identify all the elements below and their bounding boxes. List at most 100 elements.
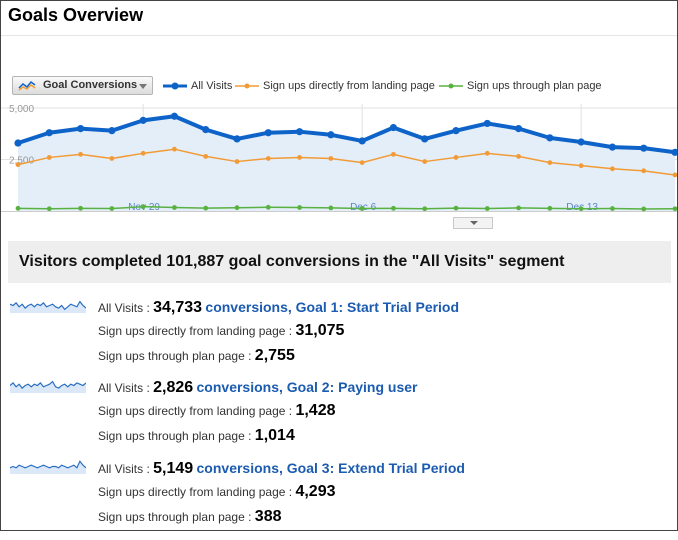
data-point xyxy=(610,206,615,211)
data-point xyxy=(140,150,146,156)
data-point xyxy=(453,155,459,160)
line-chart-icon xyxy=(18,80,36,91)
data-point xyxy=(15,205,21,211)
data-point xyxy=(170,112,179,120)
segment-label: All Visits : xyxy=(98,381,154,395)
data-point xyxy=(516,205,521,211)
data-point xyxy=(328,156,334,161)
conversions-value: 34,733 xyxy=(153,299,203,316)
data-point xyxy=(359,160,365,165)
data-point xyxy=(484,150,490,156)
segment-label: Sign ups through plan page : xyxy=(98,510,255,524)
legend-swatch-icon xyxy=(163,82,187,90)
data-point xyxy=(672,172,677,178)
data-point xyxy=(264,129,272,137)
data-point xyxy=(578,206,584,212)
data-point xyxy=(109,206,115,211)
data-point xyxy=(46,206,52,212)
segment-label: Sign ups directly from landing page : xyxy=(98,324,296,338)
data-point xyxy=(234,205,240,211)
plan-value: 1,014 xyxy=(254,427,295,444)
goal-all-visits-row: All Visits : 2,826 conversions, Goal 2: … xyxy=(98,379,417,397)
data-point xyxy=(140,204,146,210)
goal-plan-row: Sign ups through plan page : 1,014 xyxy=(98,427,295,445)
data-point xyxy=(45,129,53,137)
data-point xyxy=(46,155,52,160)
goal-block-1: All Visits : 34,733 conversions, Goal 1:… xyxy=(1,299,677,379)
sparkline-area xyxy=(10,381,86,393)
metric-select-label: Goal Conversions xyxy=(43,79,138,91)
series-line xyxy=(17,205,676,210)
goal-block-3: All Visits : 5,149 conversions, Goal 3: … xyxy=(1,460,677,540)
data-point xyxy=(546,134,554,142)
data-point xyxy=(297,155,302,160)
segment-label: All Visits : xyxy=(98,301,154,315)
data-point xyxy=(358,137,366,145)
metric-select[interactable]: Goal Conversions xyxy=(12,76,153,95)
chart-expand-handle[interactable] xyxy=(453,217,493,229)
data-point xyxy=(78,151,83,157)
data-point xyxy=(327,131,335,139)
series-line xyxy=(17,148,676,176)
data-point xyxy=(203,154,209,159)
data-point xyxy=(608,143,617,151)
data-point xyxy=(547,205,553,211)
goal-plan-row: Sign ups through plan page : 2,755 xyxy=(98,347,295,365)
data-point xyxy=(172,205,177,210)
goal-all-visits-row: All Visits : 34,733 conversions, Goal 1:… xyxy=(98,299,459,317)
data-point xyxy=(202,126,210,134)
conversions-value: 2,826 xyxy=(153,379,194,396)
legend-swatch-icon xyxy=(235,83,259,89)
sparkline-area xyxy=(10,301,86,313)
goal-plan-row: Sign ups through plan page : 388 xyxy=(98,508,282,526)
data-point xyxy=(172,146,177,152)
data-point xyxy=(203,205,209,211)
data-point xyxy=(295,128,304,136)
goal-link[interactable]: conversions, Goal 3: Extend Trial Period xyxy=(196,460,465,476)
goal-landing-row: Sign ups directly from landing page : 4,… xyxy=(98,483,336,501)
data-point xyxy=(234,159,240,164)
data-point xyxy=(577,138,585,146)
goal-link[interactable]: conversions, Goal 1: Start Trial Period xyxy=(205,299,460,315)
data-point xyxy=(139,116,147,124)
data-point xyxy=(641,206,647,212)
sparkline xyxy=(10,300,86,313)
data-point xyxy=(516,154,521,159)
data-point xyxy=(453,205,459,211)
data-point xyxy=(422,206,428,212)
data-point xyxy=(421,135,429,143)
data-point xyxy=(389,123,398,132)
page-title: Goals Overview xyxy=(8,5,144,25)
segment-label: Sign ups through plan page : xyxy=(98,429,255,443)
goal-link[interactable]: conversions, Goal 2: Paying user xyxy=(196,379,418,395)
data-point xyxy=(14,139,22,147)
data-point xyxy=(672,206,677,212)
data-point xyxy=(578,163,584,169)
y-tick-label: 2,500 xyxy=(9,156,34,167)
data-point xyxy=(547,160,553,165)
data-point xyxy=(15,162,21,168)
summary-banner: Visitors completed 101,887 goal conversi… xyxy=(8,241,671,283)
plan-value: 2,755 xyxy=(254,347,295,364)
segment-label: Sign ups directly from landing page : xyxy=(98,485,296,499)
legend-label: Sign ups directly from landing page xyxy=(263,80,435,92)
sparkline-line xyxy=(10,300,86,311)
data-point xyxy=(484,206,490,211)
conversions-value: 5,149 xyxy=(153,460,194,477)
landing-value: 1,428 xyxy=(295,402,336,419)
data-point xyxy=(452,127,460,135)
data-point xyxy=(641,168,647,174)
series-line xyxy=(17,114,676,155)
landing-value: 4,293 xyxy=(295,483,336,500)
area-fill xyxy=(18,116,675,211)
sparkline xyxy=(10,460,86,474)
sparkline xyxy=(10,380,86,393)
data-point xyxy=(359,206,365,211)
data-point xyxy=(108,127,116,135)
data-point xyxy=(297,205,302,210)
data-point xyxy=(233,135,241,143)
landing-value: 31,075 xyxy=(295,322,345,339)
legend-label: All Visits xyxy=(191,80,233,92)
data-point xyxy=(78,205,83,211)
